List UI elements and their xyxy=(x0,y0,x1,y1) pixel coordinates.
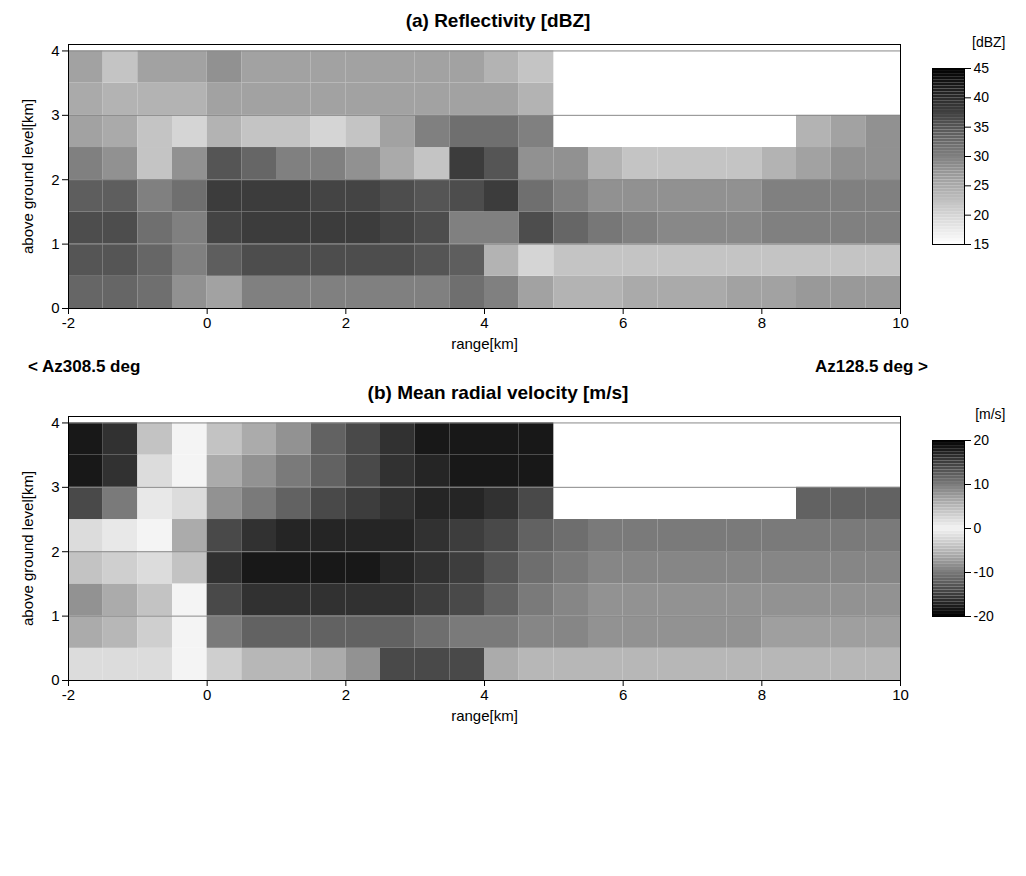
html-text:(a) Reflectivity [dBZ]: (a) Reflectivity [dBZ] xyxy=(405,10,591,31)
svg-text:-10: -10 xyxy=(974,564,994,580)
svg-text:above ground level[km]: above ground level[km] xyxy=(19,99,36,254)
svg-text:20: 20 xyxy=(974,432,990,448)
svg-text:-2: -2 xyxy=(62,686,75,703)
svg-text:15: 15 xyxy=(974,236,990,252)
svg-text:3: 3 xyxy=(51,106,59,123)
svg-text:4: 4 xyxy=(480,314,488,331)
svg-text:[dBZ]: [dBZ] xyxy=(972,34,1005,50)
svg-text:range[km]: range[km] xyxy=(451,707,518,724)
svg-text:2: 2 xyxy=(51,171,59,188)
svg-text:range[km]: range[km] xyxy=(451,335,518,352)
svg-text:0: 0 xyxy=(203,686,211,703)
svg-text:4: 4 xyxy=(51,42,59,59)
html-text:(b) Mean radial velocity [m/s]: (b) Mean radial velocity [m/s] xyxy=(367,382,629,403)
svg-text:40: 40 xyxy=(974,89,990,105)
svg-text:4: 4 xyxy=(480,686,488,703)
svg-text:4: 4 xyxy=(51,414,59,431)
svg-text:0: 0 xyxy=(203,314,211,331)
svg-text:1: 1 xyxy=(51,607,59,624)
svg-text:3: 3 xyxy=(51,478,59,495)
svg-text:2: 2 xyxy=(51,543,59,560)
svg-text:30: 30 xyxy=(974,148,990,164)
svg-text:0: 0 xyxy=(974,520,982,536)
html-text:< Az308.5 deg: < Az308.5 deg xyxy=(28,357,141,376)
svg-text:1: 1 xyxy=(51,235,59,252)
svg-text:10: 10 xyxy=(892,314,909,331)
svg-text:6: 6 xyxy=(619,314,627,331)
svg-text:[m/s]: [m/s] xyxy=(975,406,1005,422)
svg-text:10: 10 xyxy=(892,686,909,703)
svg-text:0: 0 xyxy=(51,671,59,688)
svg-text:2: 2 xyxy=(342,314,350,331)
html-text:Az128.5 deg >: Az128.5 deg > xyxy=(815,357,928,376)
svg-text:25: 25 xyxy=(974,177,990,193)
svg-text:2: 2 xyxy=(342,686,350,703)
svg-text:20: 20 xyxy=(974,207,990,223)
svg-text:-2: -2 xyxy=(62,314,75,331)
svg-text:0: 0 xyxy=(51,299,59,316)
svg-text:8: 8 xyxy=(758,686,766,703)
svg-text:-20: -20 xyxy=(974,608,994,624)
svg-text:35: 35 xyxy=(974,119,990,135)
svg-text:45: 45 xyxy=(974,60,990,76)
svg-text:6: 6 xyxy=(619,686,627,703)
svg-text:above ground level[km]: above ground level[km] xyxy=(19,471,36,626)
svg-text:10: 10 xyxy=(974,476,990,492)
svg-text:8: 8 xyxy=(758,314,766,331)
